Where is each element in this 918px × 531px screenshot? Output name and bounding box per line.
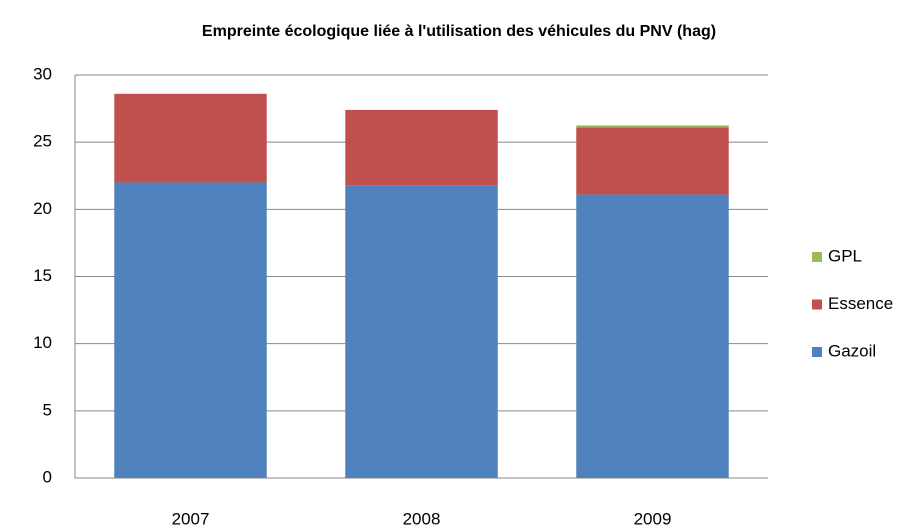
- legend-label: Gazoil: [828, 341, 876, 360]
- y-tick-label: 30: [33, 64, 52, 83]
- legend-swatch: [812, 252, 822, 262]
- bar-segment: [576, 125, 729, 128]
- legend-label: Essence: [828, 294, 893, 313]
- bar-segment: [576, 127, 729, 195]
- legend-swatch: [812, 347, 822, 357]
- y-tick-label: 25: [33, 132, 52, 151]
- x-tick-label: 2008: [403, 509, 441, 528]
- y-tick-label: 20: [33, 199, 52, 218]
- y-tick-label: 0: [43, 467, 52, 486]
- x-tick-label: 2009: [634, 509, 672, 528]
- legend-swatch: [812, 299, 822, 310]
- bar-segment: [114, 182, 267, 478]
- x-tick-label: 2007: [172, 509, 210, 528]
- chart-title: Empreinte écologique liée à l'utilisatio…: [202, 23, 716, 40]
- bar-segment: [345, 109, 498, 186]
- legend-label: GPL: [828, 246, 862, 265]
- bar-segment: [576, 194, 729, 478]
- y-tick-label: 10: [33, 333, 52, 352]
- y-tick-label: 5: [43, 400, 52, 419]
- bar-segment: [345, 185, 498, 479]
- y-tick-label: 15: [33, 266, 52, 285]
- bar-segment: [114, 93, 267, 183]
